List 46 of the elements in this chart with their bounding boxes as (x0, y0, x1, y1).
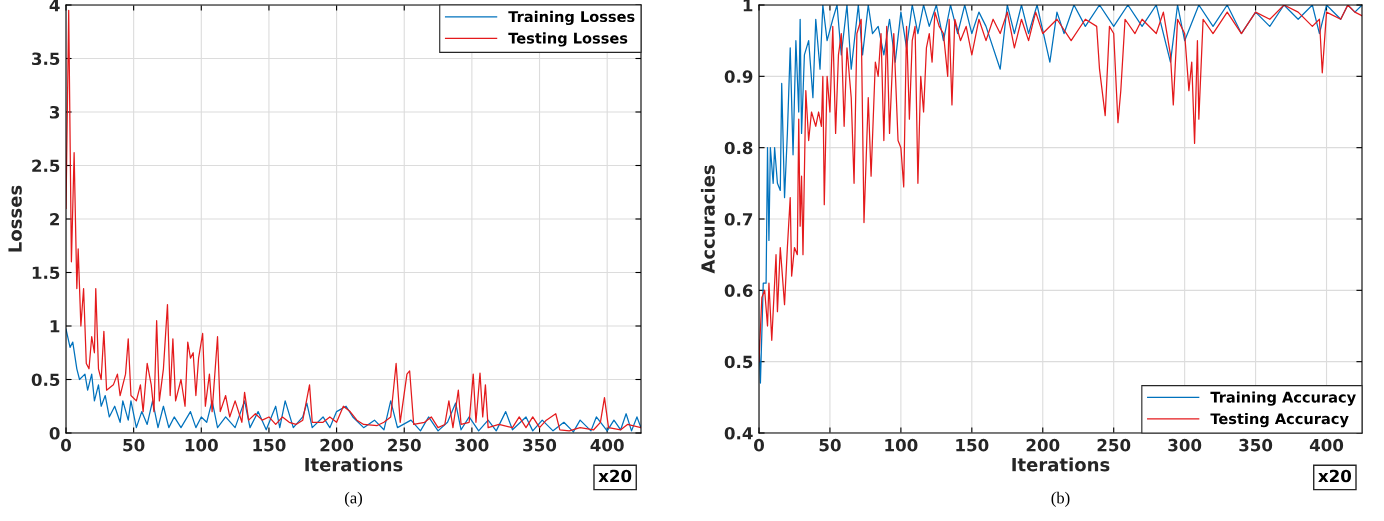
x-tick-label: 200 (1026, 438, 1060, 452)
y-tick-label: 2 (50, 212, 59, 226)
y-tick-label: 0.7 (724, 212, 753, 226)
x-tick-label: 150 (253, 438, 286, 452)
y-tick-label: 0.4 (724, 426, 753, 440)
text: x20 (598, 469, 632, 483)
y-axis-title: Losses (8, 185, 22, 252)
legend-label: Training Accuracy (1210, 391, 1356, 406)
y-tick-label: 1 (50, 320, 60, 333)
x-tick-label: 250 (1097, 438, 1131, 452)
x-tick-label: 150 (956, 438, 989, 452)
x-tick-label: 0 (754, 438, 764, 452)
x-tick-label: 400 (1309, 438, 1344, 452)
legend-label: Training Losses (508, 10, 635, 26)
x-axis-title: Iterations (1012, 457, 1110, 472)
y-tick-label: 0.9 (724, 70, 753, 83)
text: x20 (1318, 469, 1352, 483)
y-tick-label: 1.5 (32, 266, 60, 280)
x-tick-label: 100 (885, 438, 918, 452)
y-tick-label: 3 (49, 105, 60, 119)
text: (b) (1051, 491, 1070, 507)
x-tick-label: 100 (185, 438, 218, 452)
y-axis-title: Accuracies (700, 165, 715, 274)
x-tick-label: 300 (1168, 438, 1202, 452)
y-tick-label: 1 (743, 0, 753, 12)
x-tick-label: 350 (1239, 438, 1273, 452)
x-tick-label: 350 (523, 438, 557, 452)
y-tick-label: 2.5 (32, 159, 60, 173)
x-tick-label: 0 (61, 438, 71, 452)
y-tick-label: 0.6 (724, 284, 753, 297)
y-tick-label: 0.5 (724, 355, 753, 369)
x-tick-label: 250 (388, 438, 421, 452)
x-tick-label: 200 (320, 438, 354, 452)
x-tick-label: 50 (819, 438, 841, 452)
x-tick-label: 50 (123, 438, 145, 452)
x-axis-title: Iterations (305, 457, 403, 472)
text: (a) (344, 491, 363, 507)
x-tick-label: 400 (590, 438, 624, 452)
legend-label: Testing Losses (508, 32, 628, 47)
y-tick-label: 3.5 (32, 52, 60, 66)
y-tick-label: 0 (49, 426, 60, 440)
legend-label: Testing Accuracy (1210, 412, 1349, 428)
x-tick-label: 300 (455, 438, 489, 452)
y-tick-label: 0.8 (724, 141, 753, 155)
y-tick-label: 0.5 (31, 373, 60, 387)
y-tick-label: 4 (49, 0, 60, 12)
